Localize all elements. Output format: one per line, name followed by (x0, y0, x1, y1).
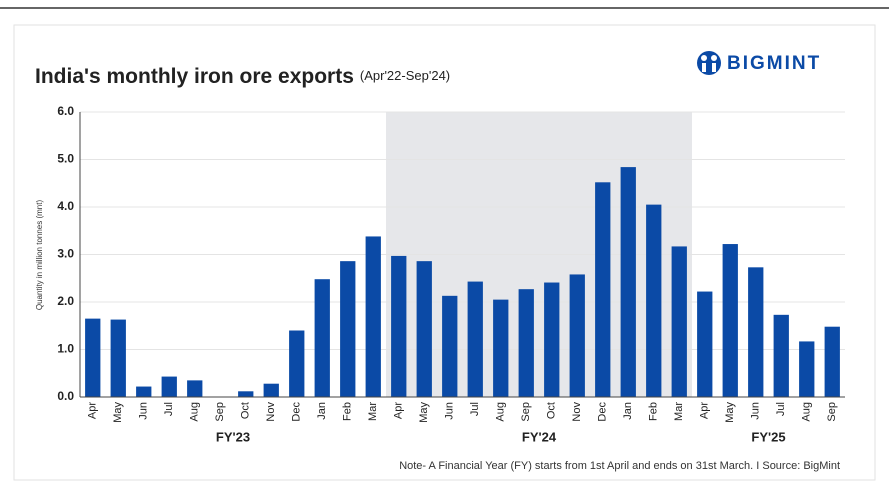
bar (493, 299, 509, 397)
logo: BIGMINT (697, 51, 821, 75)
bar (85, 318, 101, 397)
bar (289, 330, 305, 397)
group-label: FY'25 (751, 429, 785, 444)
bar (467, 281, 483, 397)
bar (340, 261, 356, 397)
bar (671, 246, 687, 397)
bar (773, 314, 789, 397)
x-tick-label: Aug (189, 402, 201, 422)
x-tick-label: Feb (342, 402, 354, 421)
x-tick-label: Nov (571, 402, 583, 422)
y-tick-label: 6.0 (57, 104, 74, 118)
y-tick-label: 4.0 (57, 199, 74, 213)
x-tick-label: May (418, 402, 430, 423)
bar (646, 204, 662, 397)
x-tick-label: Jul (469, 402, 481, 416)
x-tick-label: Jun (750, 402, 762, 420)
y-tick-label: 0.0 (57, 389, 74, 403)
group-label: FY'24 (522, 429, 557, 444)
bar (314, 279, 330, 397)
x-tick-label: Nov (265, 402, 277, 422)
x-tick-label: Oct (546, 402, 558, 419)
y-axis-label: Quantity in million tonnes (mnt) (35, 200, 44, 311)
bar (824, 326, 840, 397)
bar (365, 236, 381, 397)
y-tick-label: 3.0 (57, 247, 74, 261)
x-tick-label: Dec (291, 402, 303, 422)
bar (263, 383, 279, 397)
x-tick-label: Mar (673, 402, 685, 421)
x-tick-label: Aug (495, 402, 507, 422)
x-tick-label: Apr (393, 402, 405, 419)
note: Note- A Financial Year (FY) starts from … (399, 460, 840, 472)
bar (569, 274, 585, 397)
y-tick-label: 1.0 (57, 342, 74, 356)
bar (391, 255, 407, 397)
x-tick-label: Jul (775, 402, 787, 416)
x-tick-label: Sep (520, 402, 532, 422)
x-tick-label: Jan (622, 402, 634, 420)
bar (187, 380, 203, 397)
x-tick-label: Apr (699, 402, 711, 419)
x-tick-label: Feb (648, 402, 660, 421)
x-tick-label: Dec (597, 402, 609, 422)
y-tick-label: 5.0 (57, 152, 74, 166)
x-tick-label: Mar (367, 402, 379, 421)
bar (620, 167, 636, 397)
title-main: India's monthly iron ore exports (35, 65, 354, 88)
x-tick-label: Jul (163, 402, 175, 416)
bar (136, 386, 152, 397)
x-tick-label: Oct (240, 402, 252, 419)
bar (110, 319, 126, 397)
bar (722, 244, 738, 397)
bar (442, 295, 458, 397)
x-tick-label: Sep (826, 402, 838, 422)
x-tick-label: Sep (214, 402, 226, 422)
bar (544, 282, 560, 397)
bar (416, 261, 432, 397)
subtitle: (Apr'22-Sep'24) (360, 68, 450, 83)
bar (595, 182, 611, 397)
bar (518, 289, 534, 397)
x-tick-label: Jan (316, 402, 328, 420)
x-tick-label: Jun (138, 402, 150, 420)
x-tick-label: May (112, 402, 124, 423)
chart-title: India's monthly iron ore exports (Apr'22-… (35, 65, 450, 88)
bar (748, 267, 764, 397)
bar (697, 291, 713, 397)
brand: BIGMINT (727, 53, 821, 74)
x-tick-label: May (724, 402, 736, 423)
group-label: FY'23 (216, 429, 250, 444)
x-tick-label: Apr (87, 402, 99, 419)
bar (161, 376, 177, 397)
bar (238, 391, 254, 397)
x-tick-label: Jun (444, 402, 456, 420)
y-tick-label: 2.0 (57, 294, 74, 308)
bar (799, 341, 815, 397)
x-tick-label: Aug (801, 402, 813, 422)
